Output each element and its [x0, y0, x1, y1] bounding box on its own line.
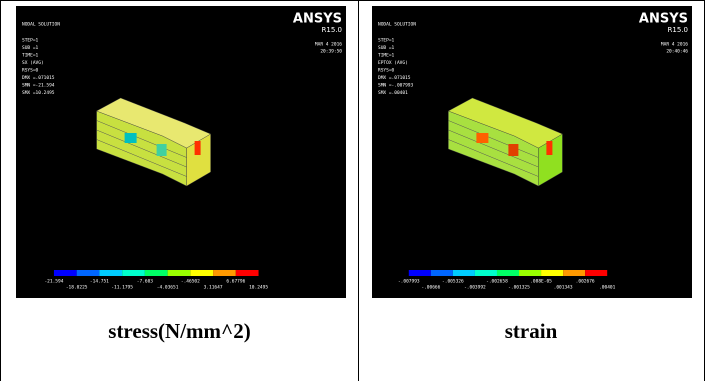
legend-label: 6.67796	[226, 279, 245, 285]
caption: strain	[358, 319, 704, 344]
legend-swatch	[497, 270, 519, 276]
legend-label: -14.751	[90, 279, 109, 285]
model-hotspot	[195, 141, 201, 155]
info-line: TIME=1	[22, 53, 39, 59]
info-line: SMN =-.007993	[378, 83, 414, 89]
legend-label: -.46502	[181, 279, 200, 285]
legend-label: -.002658	[486, 279, 508, 285]
legend-swatch	[431, 270, 453, 276]
date: MAR 4 2016	[661, 42, 688, 48]
info-line: EPTOX (AVG)	[378, 60, 408, 66]
legend-label: .00401	[599, 285, 616, 291]
legend-swatch	[122, 270, 145, 276]
legend-label: -21.594	[44, 279, 63, 285]
model-hotspot	[476, 133, 488, 143]
model-hotspot	[157, 144, 167, 156]
info-line: SMX =10.2495	[22, 90, 55, 96]
plot-title: NODAL SOLUTION	[378, 22, 416, 28]
legend-swatch	[77, 270, 100, 276]
date: MAR 4 2016	[315, 42, 342, 48]
legend-swatch	[213, 270, 236, 276]
time: 20:40:46	[666, 49, 688, 55]
legend-swatch	[563, 270, 585, 276]
legend-label: -.003992	[464, 285, 486, 291]
legend-swatch	[585, 270, 607, 276]
legend-label: .001343	[554, 285, 573, 291]
legend-swatch	[236, 270, 259, 276]
legend-label: -.007993	[398, 279, 420, 285]
legend-swatch	[453, 270, 475, 276]
info-line: SUB =1	[22, 45, 39, 51]
legend-label: -18.0225	[66, 285, 88, 291]
time: 20:39:50	[320, 49, 342, 55]
logo: ANSYS	[639, 12, 688, 27]
info-line: RSYS=0	[378, 68, 395, 74]
info-line: RSYS=0	[22, 68, 39, 74]
info-line: SMN =-21.594	[22, 83, 55, 89]
model-hotspot	[508, 144, 518, 156]
legend-swatch	[541, 270, 563, 276]
logo: ANSYS	[293, 12, 342, 27]
legend-label: -11.1795	[111, 285, 133, 291]
legend-swatch	[145, 270, 168, 276]
legend-swatch	[54, 270, 77, 276]
version: R15.0	[322, 26, 342, 34]
legend-label: -4.03651	[157, 285, 179, 291]
legend-label: 10.2495	[249, 285, 268, 291]
table: stress(N/mm^2) NODAL SOLUTIONSTEP=1SUB =…	[0, 0, 705, 381]
info-line: SUB =1	[378, 45, 395, 51]
legend-label: -7.603	[137, 279, 154, 285]
info-line: STEP=1	[22, 38, 39, 44]
legend-swatch	[475, 270, 497, 276]
info-line: DMX =.071015	[378, 75, 411, 81]
legend-swatch	[168, 270, 191, 276]
caption: stress(N/mm^2)	[1, 319, 358, 344]
info-line: TIME=1	[378, 53, 395, 59]
legend-swatch	[99, 270, 122, 276]
model-hotspot	[125, 133, 137, 143]
info-line: SX (AVG)	[22, 60, 44, 66]
info-line: STEP=1	[378, 38, 395, 44]
legend-label: -.00666	[421, 285, 440, 291]
model-hotspot	[546, 141, 552, 155]
legend-label: -.005326	[442, 279, 464, 285]
legend-swatch	[190, 270, 213, 276]
legend-label: -.001325	[508, 285, 530, 291]
legend-label: 3.11647	[204, 285, 223, 291]
legend-label: .088E-05	[530, 279, 552, 285]
legend-swatch	[519, 270, 541, 276]
legend-label: .002676	[576, 279, 595, 285]
plot-title: NODAL SOLUTION	[22, 22, 60, 28]
legend-swatch	[409, 270, 431, 276]
info-line: DMX =.071015	[22, 75, 55, 81]
version: R15.0	[668, 26, 688, 34]
info-line: SMX =.00401	[378, 90, 408, 96]
